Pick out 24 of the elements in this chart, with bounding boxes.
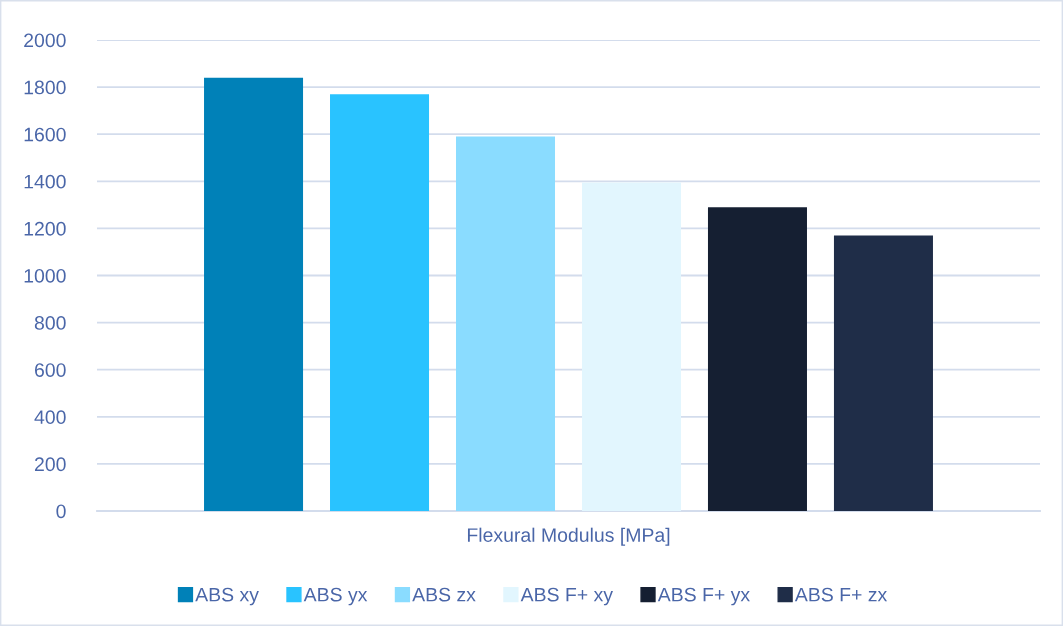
y-tick-label: 800	[34, 316, 66, 330]
x-tick-label: Flexural Modulus [MPa]	[467, 527, 670, 546]
y-tick-label: 2000	[24, 33, 66, 48]
y-tick-label: 1000	[24, 268, 66, 283]
legend-label: ABS yx	[303, 587, 368, 606]
y-tick-label: 1200	[24, 221, 66, 236]
bar	[581, 182, 681, 511]
bar	[833, 235, 933, 511]
y-tick-label: 1600	[24, 127, 66, 142]
y-tick-label: 0	[56, 504, 66, 519]
legend-label: ABS xy	[195, 587, 259, 606]
bar	[456, 136, 556, 511]
y-tick-label: 1400	[24, 174, 66, 189]
y-tick-label: 400	[34, 410, 66, 425]
y-tick-label: 600	[34, 363, 66, 377]
legend-label: ABS F+ zx	[794, 587, 888, 602]
legend-label: ABS F+ xy	[520, 587, 613, 606]
bar	[330, 94, 430, 511]
y-tick-label: 200	[34, 457, 66, 472]
legend-label: ABS zx	[412, 587, 476, 602]
y-tick-label: 1800	[24, 80, 66, 95]
bar	[707, 207, 807, 511]
legend-label: ABS F+ yx	[657, 587, 750, 606]
bar	[204, 77, 304, 511]
